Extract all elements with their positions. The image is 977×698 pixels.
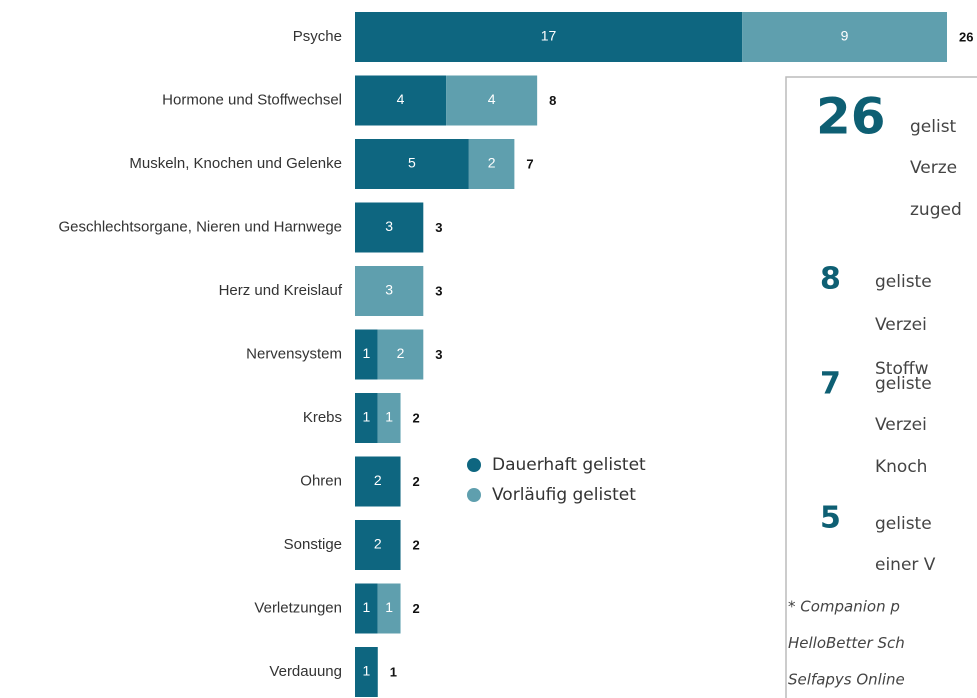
total-label: 8 bbox=[549, 93, 556, 108]
footnote: * Companion p bbox=[788, 598, 900, 616]
footnote: Selfapys Online bbox=[788, 671, 905, 689]
total-label: 7 bbox=[526, 156, 533, 171]
info-text: Knoch bbox=[875, 457, 927, 477]
total-label: 26 bbox=[959, 29, 973, 44]
legend-marker bbox=[467, 458, 481, 472]
info-number: 5 bbox=[820, 501, 841, 536]
bar-segment bbox=[355, 75, 447, 126]
segment-label: 3 bbox=[385, 282, 393, 298]
info-text: Stoffw bbox=[875, 359, 929, 379]
total-label: 3 bbox=[435, 220, 442, 235]
bar-segment bbox=[468, 139, 515, 189]
bar-segment bbox=[355, 456, 401, 507]
category-label: Verletzungen bbox=[254, 599, 342, 616]
segment-label: 2 bbox=[488, 155, 496, 171]
segment-label: 1 bbox=[362, 409, 370, 425]
legend-marker bbox=[467, 488, 481, 502]
category-label: Ohren bbox=[300, 472, 342, 489]
category-label: Nervensystem bbox=[246, 345, 342, 362]
total-label: 1 bbox=[390, 664, 397, 679]
total-label: 2 bbox=[413, 601, 420, 616]
total-label: 2 bbox=[413, 410, 420, 425]
bar-segment bbox=[377, 583, 401, 634]
total-label: 2 bbox=[413, 474, 420, 489]
bar-segment bbox=[355, 139, 469, 189]
segment-label: 9 bbox=[841, 28, 849, 44]
segment-label: 1 bbox=[362, 663, 370, 679]
category-label: Krebs bbox=[303, 409, 342, 426]
bar-segment bbox=[742, 12, 947, 62]
segment-label: 1 bbox=[385, 409, 393, 425]
segment-label: 3 bbox=[385, 218, 393, 234]
category-label: Verdauung bbox=[269, 663, 342, 680]
segment-label: 17 bbox=[541, 28, 557, 44]
category-label: Psyche bbox=[293, 28, 342, 45]
info-text: Verze bbox=[910, 158, 957, 178]
total-label: 2 bbox=[413, 537, 420, 552]
info-text: geliste bbox=[875, 374, 932, 394]
segment-label: 2 bbox=[374, 472, 382, 488]
info-text: einer V bbox=[875, 555, 936, 575]
bar-segment bbox=[355, 393, 378, 443]
total-label: 3 bbox=[435, 347, 442, 362]
bar-segment bbox=[355, 12, 743, 62]
category-label: Muskeln, Knochen und Gelenke bbox=[129, 155, 342, 172]
bar-segment bbox=[355, 202, 424, 253]
bar-segment bbox=[377, 329, 424, 380]
info-text: geliste bbox=[875, 514, 932, 534]
info-number: 7 bbox=[820, 367, 841, 402]
bar-segment bbox=[355, 520, 401, 570]
info-text: zuged bbox=[910, 200, 962, 220]
info-text: gelist bbox=[910, 117, 957, 137]
category-label: Geschlechtsorgane, Nieren und Harnwege bbox=[59, 218, 343, 235]
category-label: Sonstige bbox=[284, 536, 342, 553]
info-box-border bbox=[785, 76, 977, 698]
info-text: geliste bbox=[875, 272, 932, 292]
category-label: Hormone und Stoffwechsel bbox=[162, 91, 342, 108]
category-label: Herz und Kreislauf bbox=[219, 282, 343, 299]
legend-label: Vorläufig gelistet bbox=[492, 485, 636, 505]
info-number: 26 bbox=[816, 88, 886, 146]
bar-segment bbox=[355, 647, 378, 697]
bar-segment bbox=[355, 583, 378, 634]
segment-label: 1 bbox=[362, 599, 370, 615]
segment-label: 1 bbox=[362, 345, 370, 361]
segment-label: 5 bbox=[408, 155, 416, 171]
footnote: HelloBetter Sch bbox=[788, 634, 905, 652]
info-text: Verzei bbox=[875, 315, 927, 335]
bar-segment bbox=[446, 75, 538, 126]
legend-label: Dauerhaft gelistet bbox=[492, 455, 646, 475]
segment-label: 4 bbox=[397, 91, 405, 107]
segment-label: 4 bbox=[488, 91, 496, 107]
segment-label: 1 bbox=[385, 599, 393, 615]
bar-segment bbox=[355, 266, 424, 316]
total-label: 3 bbox=[435, 283, 442, 298]
segment-label: 2 bbox=[374, 536, 382, 552]
info-number: 8 bbox=[820, 262, 841, 297]
bar-segment bbox=[355, 329, 378, 380]
segment-label: 2 bbox=[397, 345, 405, 361]
info-text: Verzei bbox=[875, 415, 927, 435]
bar-segment bbox=[377, 393, 401, 443]
